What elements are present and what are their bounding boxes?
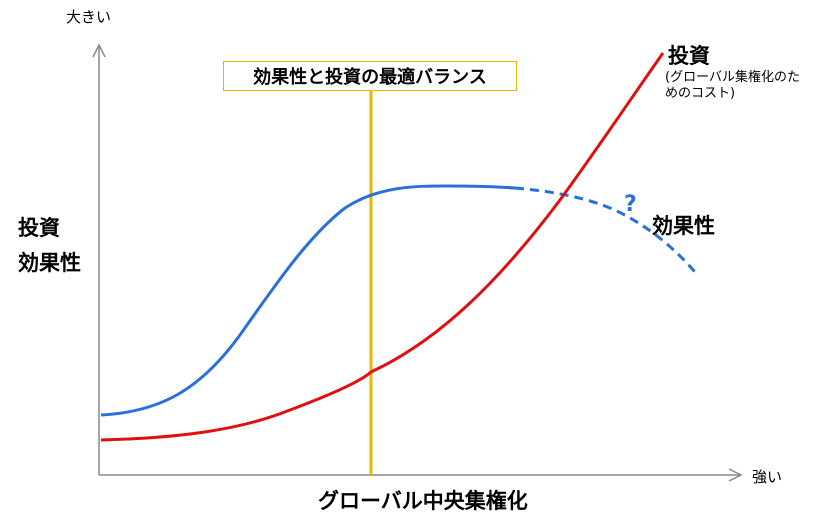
effectiveness-label: 効果性	[652, 214, 715, 238]
uncertainty-mark: ?	[624, 192, 637, 217]
x-axis-end-label: 強い	[752, 468, 783, 486]
balance-label: 効果性と投資の最適バランス	[253, 67, 487, 88]
investment-label: 投資	[668, 44, 710, 68]
y-axis-label-effectiveness: 効果性	[18, 251, 81, 275]
investment-note: (グローバル集権化のためのコスト)	[665, 70, 800, 101]
y-axis-label-investment: 投資	[18, 216, 60, 240]
y-axis-top-label: 大きい	[66, 8, 112, 26]
x-axis-title: グローバル中央集権化	[318, 489, 528, 513]
x-axis-arrow	[728, 468, 743, 482]
y-axis-arrow	[92, 43, 106, 58]
balance-label-box: 効果性と投資の最適バランス	[223, 61, 517, 91]
effectiveness-curve	[100, 184, 516, 417]
investment-curve	[100, 52, 665, 442]
effectiveness-curve-dashed	[514, 186, 697, 273]
